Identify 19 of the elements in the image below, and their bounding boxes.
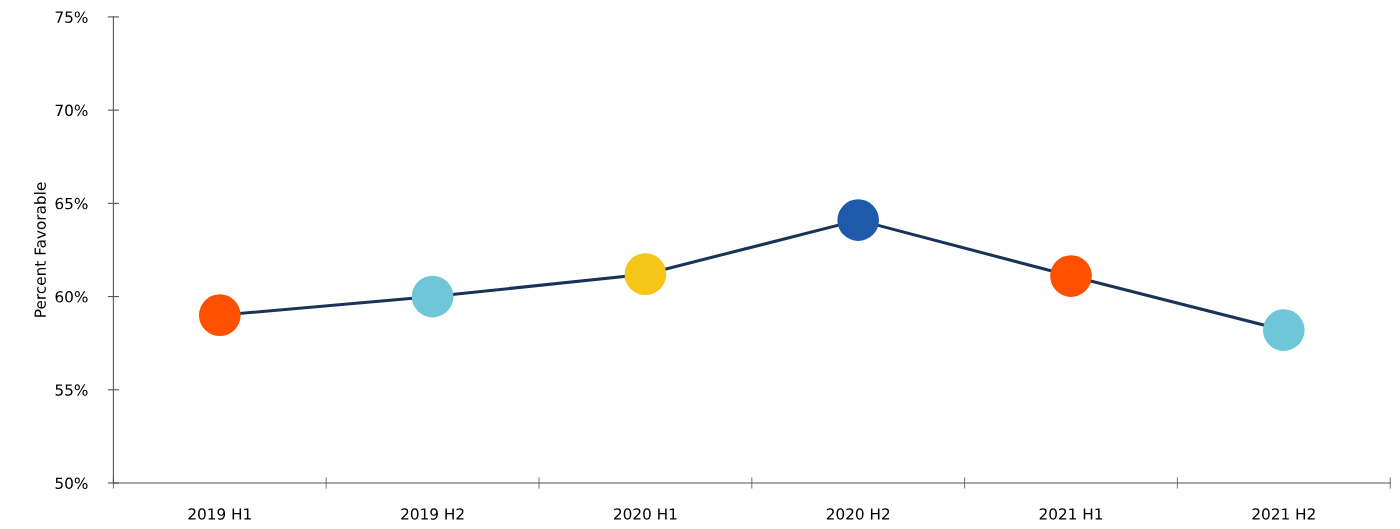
y-tick-label: 50% [55,477,88,489]
point [1262,309,1305,351]
point [198,294,241,337]
point [1050,255,1092,297]
x-tick-label: 2019 H2 [401,508,464,520]
x-tick-label: 2019 H1 [188,508,251,520]
y-tick-label: 60% [55,291,88,303]
x-tick-label: 2021 H1 [1039,508,1103,520]
y-tick-label: 65% [55,197,88,210]
y-tick-label: 70% [55,104,88,117]
y-tick-label: 55% [55,384,88,396]
x-tick-label: 2021 H2 [1252,508,1315,520]
x-tick-label: 2020 H2 [826,508,890,520]
point [411,275,454,318]
y-axis-title: Percent Favorable [34,182,46,317]
point [624,253,667,296]
point [837,199,880,241]
y-tick-label: 75% [55,11,88,23]
x-tick-label: 2020 H1 [614,508,677,520]
